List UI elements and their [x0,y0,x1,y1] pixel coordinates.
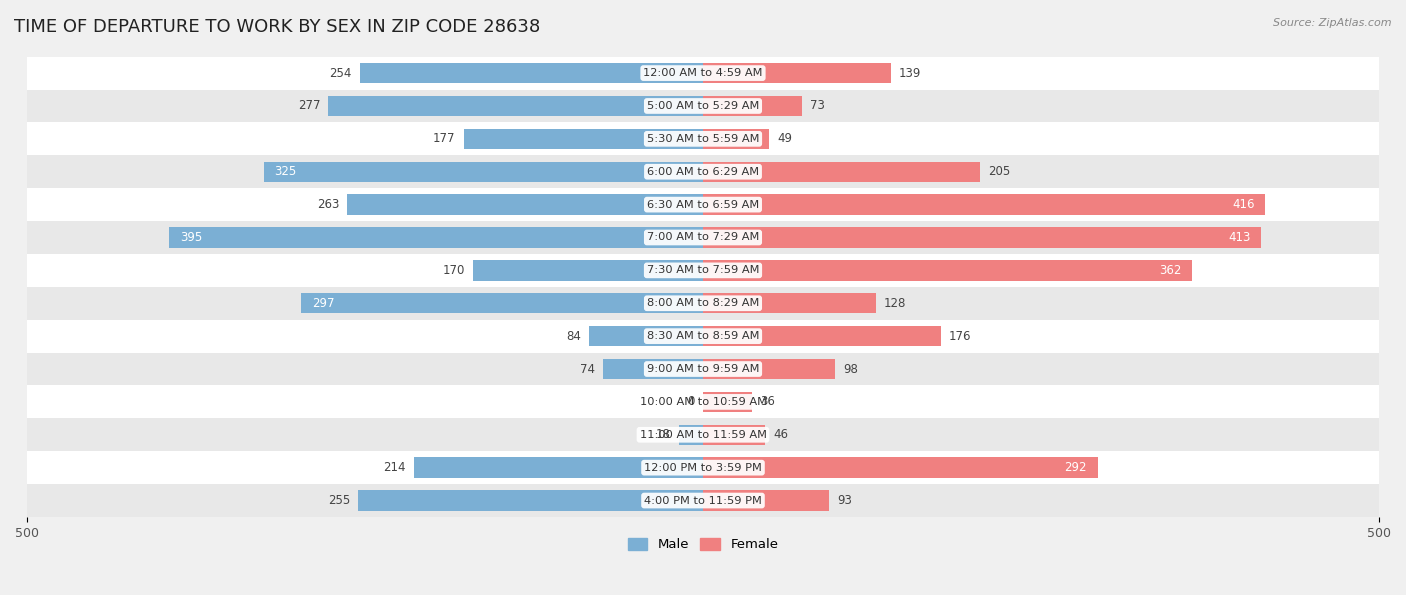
Bar [464,129,703,149]
Bar [301,293,703,314]
Bar [347,195,703,215]
Text: 292: 292 [1064,461,1087,474]
Text: 6:00 AM to 6:29 AM: 6:00 AM to 6:29 AM [647,167,759,177]
Bar [359,490,703,511]
Text: 8:00 AM to 8:29 AM: 8:00 AM to 8:29 AM [647,298,759,308]
Text: 10:00 AM to 10:59 AM: 10:00 AM to 10:59 AM [640,397,766,407]
Text: 98: 98 [844,362,859,375]
Bar [703,490,828,511]
Text: 93: 93 [837,494,852,507]
Text: 18: 18 [655,428,671,441]
Bar [703,129,769,149]
Text: 12:00 PM to 3:59 PM: 12:00 PM to 3:59 PM [644,463,762,472]
Bar [27,353,1379,386]
Text: 128: 128 [884,297,907,310]
Text: 255: 255 [328,494,350,507]
Text: 214: 214 [382,461,405,474]
Text: 49: 49 [778,132,793,145]
Text: 413: 413 [1229,231,1250,244]
Text: 176: 176 [949,330,972,343]
Bar [703,63,891,83]
Text: 9:00 AM to 9:59 AM: 9:00 AM to 9:59 AM [647,364,759,374]
Text: 11:00 AM to 11:59 AM: 11:00 AM to 11:59 AM [640,430,766,440]
Bar [703,326,941,346]
Bar [679,425,703,445]
Bar [703,227,1261,248]
Bar [703,260,1192,281]
Bar [263,161,703,182]
Bar [27,123,1379,155]
Text: 73: 73 [810,99,825,112]
Bar [27,254,1379,287]
Bar [413,458,703,478]
Bar [27,418,1379,451]
Bar [329,96,703,116]
Bar [703,425,765,445]
Text: 205: 205 [988,165,1011,178]
Bar [27,155,1379,188]
Bar [169,227,703,248]
Legend: Male, Female: Male, Female [623,533,783,556]
Text: 6:30 AM to 6:59 AM: 6:30 AM to 6:59 AM [647,199,759,209]
Text: 8:30 AM to 8:59 AM: 8:30 AM to 8:59 AM [647,331,759,341]
Bar [703,359,835,379]
Text: 7:00 AM to 7:29 AM: 7:00 AM to 7:29 AM [647,233,759,243]
Text: 395: 395 [180,231,202,244]
Bar [27,89,1379,123]
Bar [589,326,703,346]
Text: 7:30 AM to 7:59 AM: 7:30 AM to 7:59 AM [647,265,759,275]
Text: 84: 84 [567,330,581,343]
Bar [703,293,876,314]
Bar [27,451,1379,484]
Text: 416: 416 [1232,198,1254,211]
Text: 139: 139 [898,67,921,80]
Text: 36: 36 [759,396,775,408]
Text: 170: 170 [443,264,465,277]
Text: 5:30 AM to 5:59 AM: 5:30 AM to 5:59 AM [647,134,759,144]
Bar [27,484,1379,517]
Text: 5:00 AM to 5:29 AM: 5:00 AM to 5:29 AM [647,101,759,111]
Text: 4:00 PM to 11:59 PM: 4:00 PM to 11:59 PM [644,496,762,506]
Text: 254: 254 [329,67,352,80]
Text: 297: 297 [312,297,335,310]
Text: TIME OF DEPARTURE TO WORK BY SEX IN ZIP CODE 28638: TIME OF DEPARTURE TO WORK BY SEX IN ZIP … [14,18,540,36]
Text: 277: 277 [298,99,321,112]
Text: 74: 74 [579,362,595,375]
Bar [703,392,752,412]
Text: 362: 362 [1159,264,1181,277]
Bar [603,359,703,379]
Text: 263: 263 [316,198,339,211]
Bar [27,188,1379,221]
Bar [27,221,1379,254]
Text: 12:00 AM to 4:59 AM: 12:00 AM to 4:59 AM [644,68,762,78]
Text: 0: 0 [688,396,695,408]
Text: Source: ZipAtlas.com: Source: ZipAtlas.com [1274,18,1392,28]
Bar [703,161,980,182]
Bar [474,260,703,281]
Bar [27,386,1379,418]
Bar [27,57,1379,89]
Text: 325: 325 [274,165,297,178]
Bar [360,63,703,83]
Bar [703,96,801,116]
Text: 46: 46 [773,428,789,441]
Bar [703,195,1265,215]
Bar [27,287,1379,320]
Text: 177: 177 [433,132,456,145]
Bar [27,320,1379,353]
Bar [703,458,1098,478]
